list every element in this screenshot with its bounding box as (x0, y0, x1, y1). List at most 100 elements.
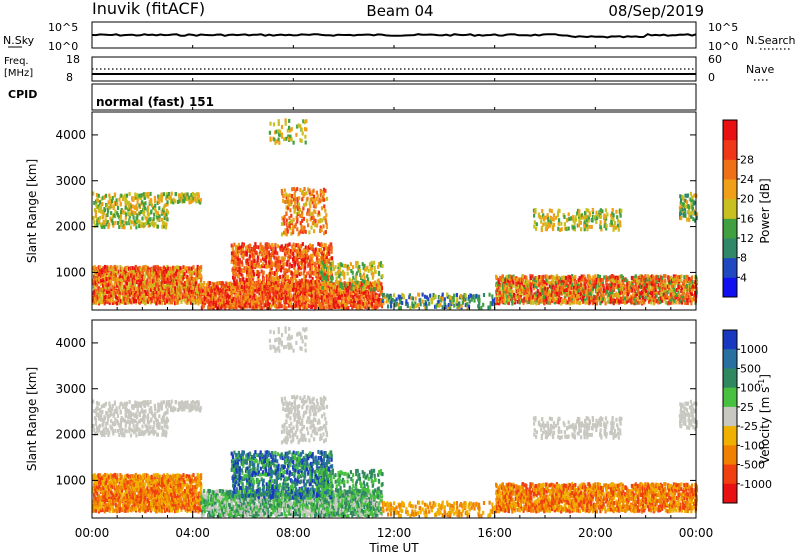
power-cell-4333 (560, 278, 563, 283)
power-cell-1351 (165, 192, 168, 197)
power-cell-4507 (587, 278, 590, 282)
power-cell-3087 (297, 285, 300, 290)
power-cell-480 (141, 267, 144, 272)
power-cell-2108 (306, 303, 309, 308)
power-cell-4707 (620, 274, 623, 279)
power-cell-4196 (539, 285, 542, 290)
power-cell-2987 (281, 248, 284, 253)
power-cell-1256 (144, 222, 147, 227)
power-cell-4341 (563, 280, 566, 285)
power-cell-3475 (303, 191, 306, 196)
power-cell-3492 (308, 188, 311, 193)
power-cell-4739 (626, 296, 629, 301)
power-cell-2448 (358, 303, 362, 308)
power-cell-3389 (287, 221, 290, 226)
power-cell-3485 (307, 187, 310, 192)
power-cell-3666 (357, 282, 360, 287)
power-cell-880 (183, 292, 186, 297)
power-cell-1879 (270, 303, 273, 308)
power-cell-4175 (536, 294, 540, 299)
power-cell-1281 (150, 221, 153, 226)
power-cell-2950 (275, 284, 278, 289)
power-cell-3739 (385, 299, 388, 304)
power-cell-30 (95, 297, 98, 302)
power-cell-4001 (507, 282, 510, 287)
cpid-label: CPID (8, 88, 37, 101)
power-cell-4110 (525, 283, 528, 288)
power-cell-1542 (218, 294, 221, 299)
power-cell-3927 (496, 284, 499, 289)
power-cell-3845 (448, 295, 452, 300)
power-cell-1079 (100, 196, 103, 201)
power-cell-4949 (658, 278, 661, 282)
power-cell-4138 (529, 282, 532, 287)
power-cell-2851 (263, 286, 266, 291)
power-cell-1099 (107, 209, 110, 214)
power-cell-3634 (341, 269, 345, 274)
power-cell-1999 (290, 301, 293, 306)
power-cell-2981 (280, 244, 283, 249)
power-cell-2989 (282, 274, 285, 279)
power-cell-2807 (256, 276, 259, 281)
power-cell-2624 (234, 269, 237, 274)
power-cell-3535 (319, 229, 322, 233)
power-cell-4257 (550, 274, 553, 279)
power-cell-302 (123, 284, 126, 289)
power-cell-3608 (333, 267, 336, 272)
power-cell-233 (116, 296, 119, 301)
power-cell-3074 (294, 260, 297, 265)
power-cell-4650 (611, 282, 614, 287)
power-cell-3097 (297, 245, 300, 250)
power-cell-2169 (316, 300, 319, 304)
power-cell-363 (130, 290, 133, 295)
power-cell-4137 (529, 285, 532, 290)
power-cell-3632 (341, 285, 344, 290)
power-cell-3943 (499, 293, 502, 298)
power-cell-4404 (572, 276, 575, 280)
power-cell-2944 (274, 256, 277, 261)
power-cell-1690 (240, 295, 244, 299)
power-cell-4125 (528, 287, 531, 292)
power-cell-3623 (339, 284, 342, 288)
power-cell-424 (135, 272, 138, 277)
power-cell-3413 (290, 219, 293, 224)
power-cell-3952 (501, 292, 504, 297)
power-cell-4536 (592, 294, 596, 299)
power-cell-3973 (503, 287, 506, 291)
power-cell-4516 (589, 280, 592, 285)
power-cell-757 (169, 266, 172, 271)
power-cell-1149 (119, 201, 122, 206)
power-cell-3153 (303, 249, 306, 254)
power-cell-2715 (244, 265, 247, 270)
power-cell-361 (130, 296, 133, 301)
power-cell-501 (144, 288, 147, 293)
power-cell-3646 (348, 266, 351, 271)
power-cell-3707 (372, 283, 375, 288)
power-cell-1101 (106, 204, 109, 208)
power-cell-3432 (296, 227, 299, 232)
power-cell-322 (124, 266, 127, 270)
power-cell-3423 (294, 222, 297, 227)
power-cell-4258 (551, 299, 554, 304)
power-cell-4049 (515, 282, 518, 287)
power-cell-4296 (556, 296, 559, 301)
power-cell-4814 (638, 279, 641, 284)
power-cell-453 (139, 274, 142, 279)
power-cell-4080 (522, 292, 525, 297)
power-cell-4636 (609, 290, 612, 295)
power-cell-1620 (229, 291, 232, 296)
power-cell-4405 (573, 300, 576, 305)
power-cell-760 (171, 294, 174, 299)
power-cell-649 (159, 295, 162, 300)
power-cell-1134 (115, 198, 118, 203)
power-cell-3644 (346, 264, 349, 269)
power-cell-4848 (644, 292, 648, 297)
power-cell-2614 (232, 255, 235, 260)
power-cell-2052 (298, 298, 301, 303)
power-cell-1958 (282, 293, 285, 298)
power-cell-2617 (232, 250, 235, 255)
power-cell-2486 (364, 289, 367, 294)
power-cell-1269 (147, 220, 150, 225)
power-cell-3701 (370, 287, 373, 292)
power-cell-2698 (242, 255, 245, 260)
